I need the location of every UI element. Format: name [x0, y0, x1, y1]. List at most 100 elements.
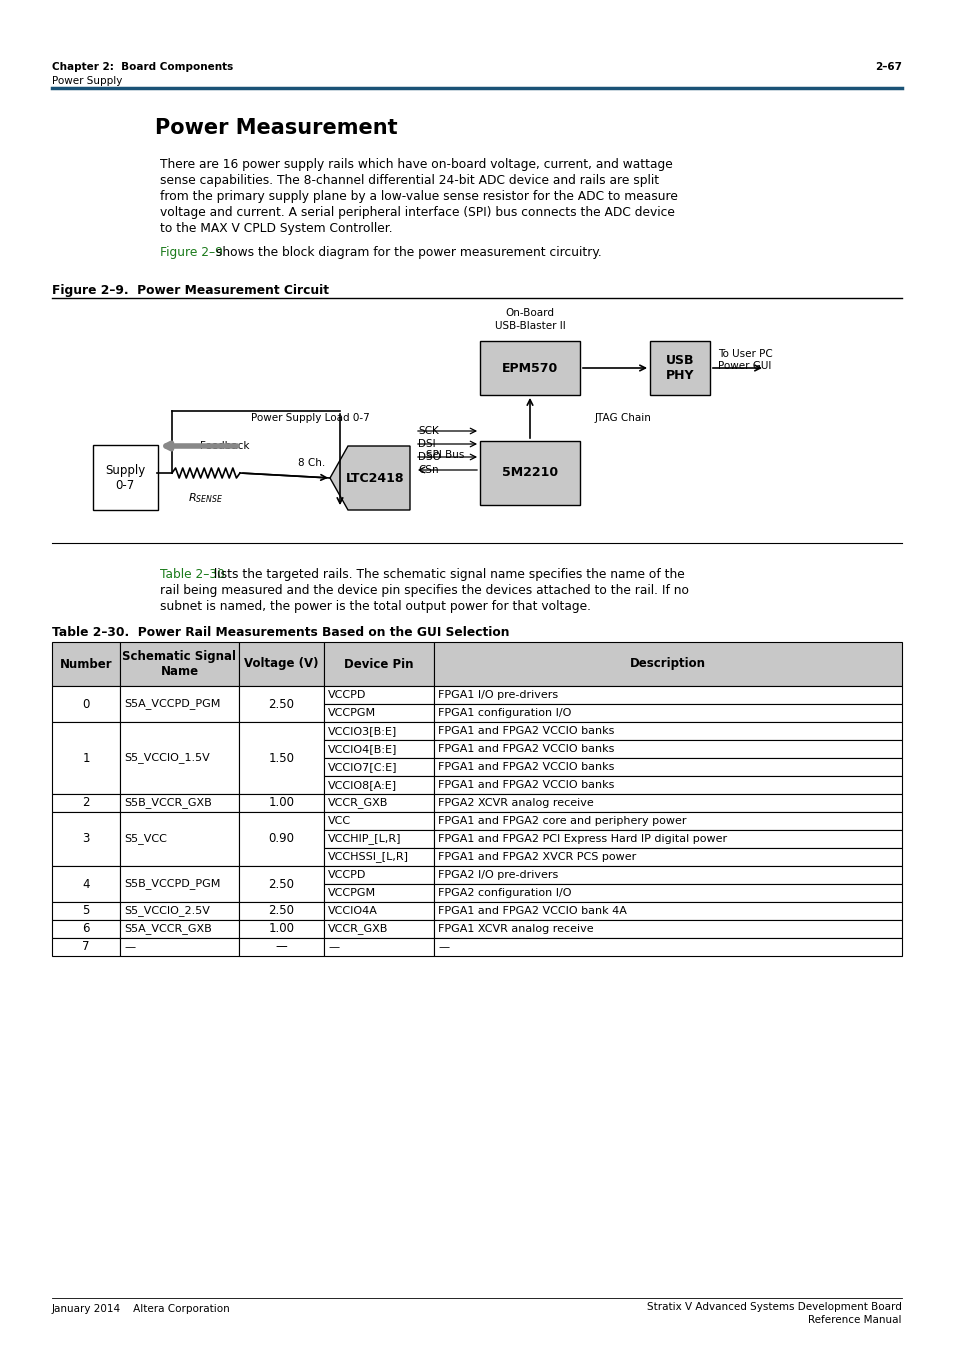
Bar [52, 865, 120, 902]
Bar [120, 686, 239, 722]
Bar [52, 811, 120, 865]
Text: —: — [124, 942, 135, 952]
Text: VCCR_GXB: VCCR_GXB [328, 798, 388, 809]
Text: January 2014    Altera Corporation: January 2014 Altera Corporation [52, 1304, 231, 1314]
Bar [120, 794, 239, 811]
Bar [324, 919, 434, 938]
Bar [324, 865, 434, 884]
Bar [434, 703, 901, 722]
Bar [324, 757, 434, 776]
Bar [434, 686, 901, 703]
Text: 1.50: 1.50 [268, 752, 294, 764]
Bar [324, 830, 434, 848]
Text: S5A_VCCR_GXB: S5A_VCCR_GXB [124, 923, 212, 934]
Bar [324, 703, 434, 722]
Text: rail being measured and the device pin specifies the devices attached to the rai: rail being measured and the device pin s… [160, 585, 688, 597]
Text: FPGA1 and FPGA2 VCCIO banks: FPGA1 and FPGA2 VCCIO banks [438, 761, 615, 772]
Text: Description: Description [630, 657, 705, 671]
Bar [52, 902, 120, 919]
Bar [434, 757, 901, 776]
Bar [434, 848, 901, 865]
Bar [324, 884, 434, 902]
Text: from the primary supply plane by a low-value sense resistor for the ADC to measu: from the primary supply plane by a low-v… [160, 190, 678, 202]
Text: to the MAX V CPLD System Controller.: to the MAX V CPLD System Controller. [160, 221, 393, 235]
Text: 1.00: 1.00 [268, 796, 294, 810]
Bar [239, 794, 324, 811]
Text: VCC: VCC [328, 815, 351, 826]
Bar [434, 938, 901, 956]
Text: VCCIO4[B:E]: VCCIO4[B:E] [328, 744, 397, 755]
Bar [434, 794, 901, 811]
Bar [434, 865, 901, 884]
Text: FPGA1 and FPGA2 PCI Express Hard IP digital power: FPGA1 and FPGA2 PCI Express Hard IP digi… [438, 834, 727, 844]
Bar [434, 776, 901, 794]
Bar [434, 722, 901, 740]
Text: S5A_VCCPD_PGM: S5A_VCCPD_PGM [124, 698, 220, 710]
Text: 4: 4 [82, 878, 90, 891]
Text: 2.50: 2.50 [268, 698, 294, 710]
Bar [120, 865, 239, 902]
Bar [52, 643, 120, 686]
Text: —: — [438, 942, 449, 952]
Text: FPGA1 and FPGA2 VCCIO bank 4A: FPGA1 and FPGA2 VCCIO bank 4A [438, 906, 627, 917]
Text: FPGA2 configuration I/O: FPGA2 configuration I/O [438, 888, 572, 898]
Bar [324, 902, 434, 919]
Bar [120, 919, 239, 938]
Text: Stratix V Advanced Systems Development Board: Stratix V Advanced Systems Development B… [646, 1301, 901, 1312]
Text: S5B_VCCR_GXB: S5B_VCCR_GXB [124, 798, 212, 809]
Bar [434, 884, 901, 902]
Text: FPGA1 and FPGA2 core and periphery power: FPGA1 and FPGA2 core and periphery power [438, 815, 686, 826]
Text: FPGA2 I/O pre-drivers: FPGA2 I/O pre-drivers [438, 869, 558, 880]
Bar [239, 865, 324, 902]
Text: S5_VCC: S5_VCC [124, 833, 167, 845]
Text: Voltage (V): Voltage (V) [244, 657, 318, 671]
Bar [434, 740, 901, 757]
Bar [52, 919, 120, 938]
Text: —: — [275, 941, 287, 953]
Text: Table 2–30: Table 2–30 [160, 568, 225, 580]
Text: Reference Manual: Reference Manual [807, 1315, 901, 1324]
Text: Figure 2–9: Figure 2–9 [160, 246, 223, 259]
Text: Number: Number [60, 657, 112, 671]
Text: 0.90: 0.90 [268, 833, 294, 845]
Text: FPGA2 XCVR analog receive: FPGA2 XCVR analog receive [438, 798, 594, 809]
Bar [239, 643, 324, 686]
Text: VCCHSSI_[L,R]: VCCHSSI_[L,R] [328, 852, 409, 863]
Text: USB-Blaster II: USB-Blaster II [494, 321, 565, 331]
Text: EPM570: EPM570 [501, 362, 558, 374]
Text: 5: 5 [82, 904, 90, 918]
Text: Table 2–30.  Power Rail Measurements Based on the GUI Selection: Table 2–30. Power Rail Measurements Base… [52, 626, 509, 639]
Bar [324, 811, 434, 830]
Text: Power Supply: Power Supply [52, 76, 122, 86]
Bar [434, 919, 901, 938]
Bar [479, 441, 579, 505]
Text: FPGA1 and FPGA2 VCCIO banks: FPGA1 and FPGA2 VCCIO banks [438, 726, 615, 736]
Text: S5_VCCIO_2.5V: S5_VCCIO_2.5V [124, 906, 210, 917]
Text: shows the block diagram for the power measurement circuitry.: shows the block diagram for the power me… [212, 246, 601, 259]
Bar [239, 686, 324, 722]
Bar [52, 722, 120, 794]
Text: To User PC: To User PC [717, 350, 772, 359]
Text: SPI Bus: SPI Bus [425, 450, 464, 460]
Text: SCK: SCK [417, 427, 438, 436]
Bar [52, 794, 120, 811]
Text: 6: 6 [82, 922, 90, 936]
Text: There are 16 power supply rails which have on-board voltage, current, and wattag: There are 16 power supply rails which ha… [160, 158, 672, 171]
Text: 8 Ch.: 8 Ch. [297, 458, 325, 468]
Text: 2.50: 2.50 [268, 878, 294, 891]
Bar [324, 938, 434, 956]
Text: 0: 0 [82, 698, 90, 710]
Bar [324, 776, 434, 794]
Bar [434, 643, 901, 686]
Text: VCCPD: VCCPD [328, 690, 366, 701]
Bar [324, 722, 434, 740]
Bar [324, 848, 434, 865]
Text: On-Board: On-Board [505, 308, 554, 319]
Text: 5M2210: 5M2210 [501, 467, 558, 479]
Text: FPGA1 and FPGA2 VCCIO banks: FPGA1 and FPGA2 VCCIO banks [438, 744, 615, 755]
Text: VCCHIP_[L,R]: VCCHIP_[L,R] [328, 833, 401, 845]
Text: VCCIO4A: VCCIO4A [328, 906, 377, 917]
Text: subnet is named, the power is the total output power for that voltage.: subnet is named, the power is the total … [160, 599, 590, 613]
Bar [239, 938, 324, 956]
Text: FPGA1 I/O pre-drivers: FPGA1 I/O pre-drivers [438, 690, 558, 701]
